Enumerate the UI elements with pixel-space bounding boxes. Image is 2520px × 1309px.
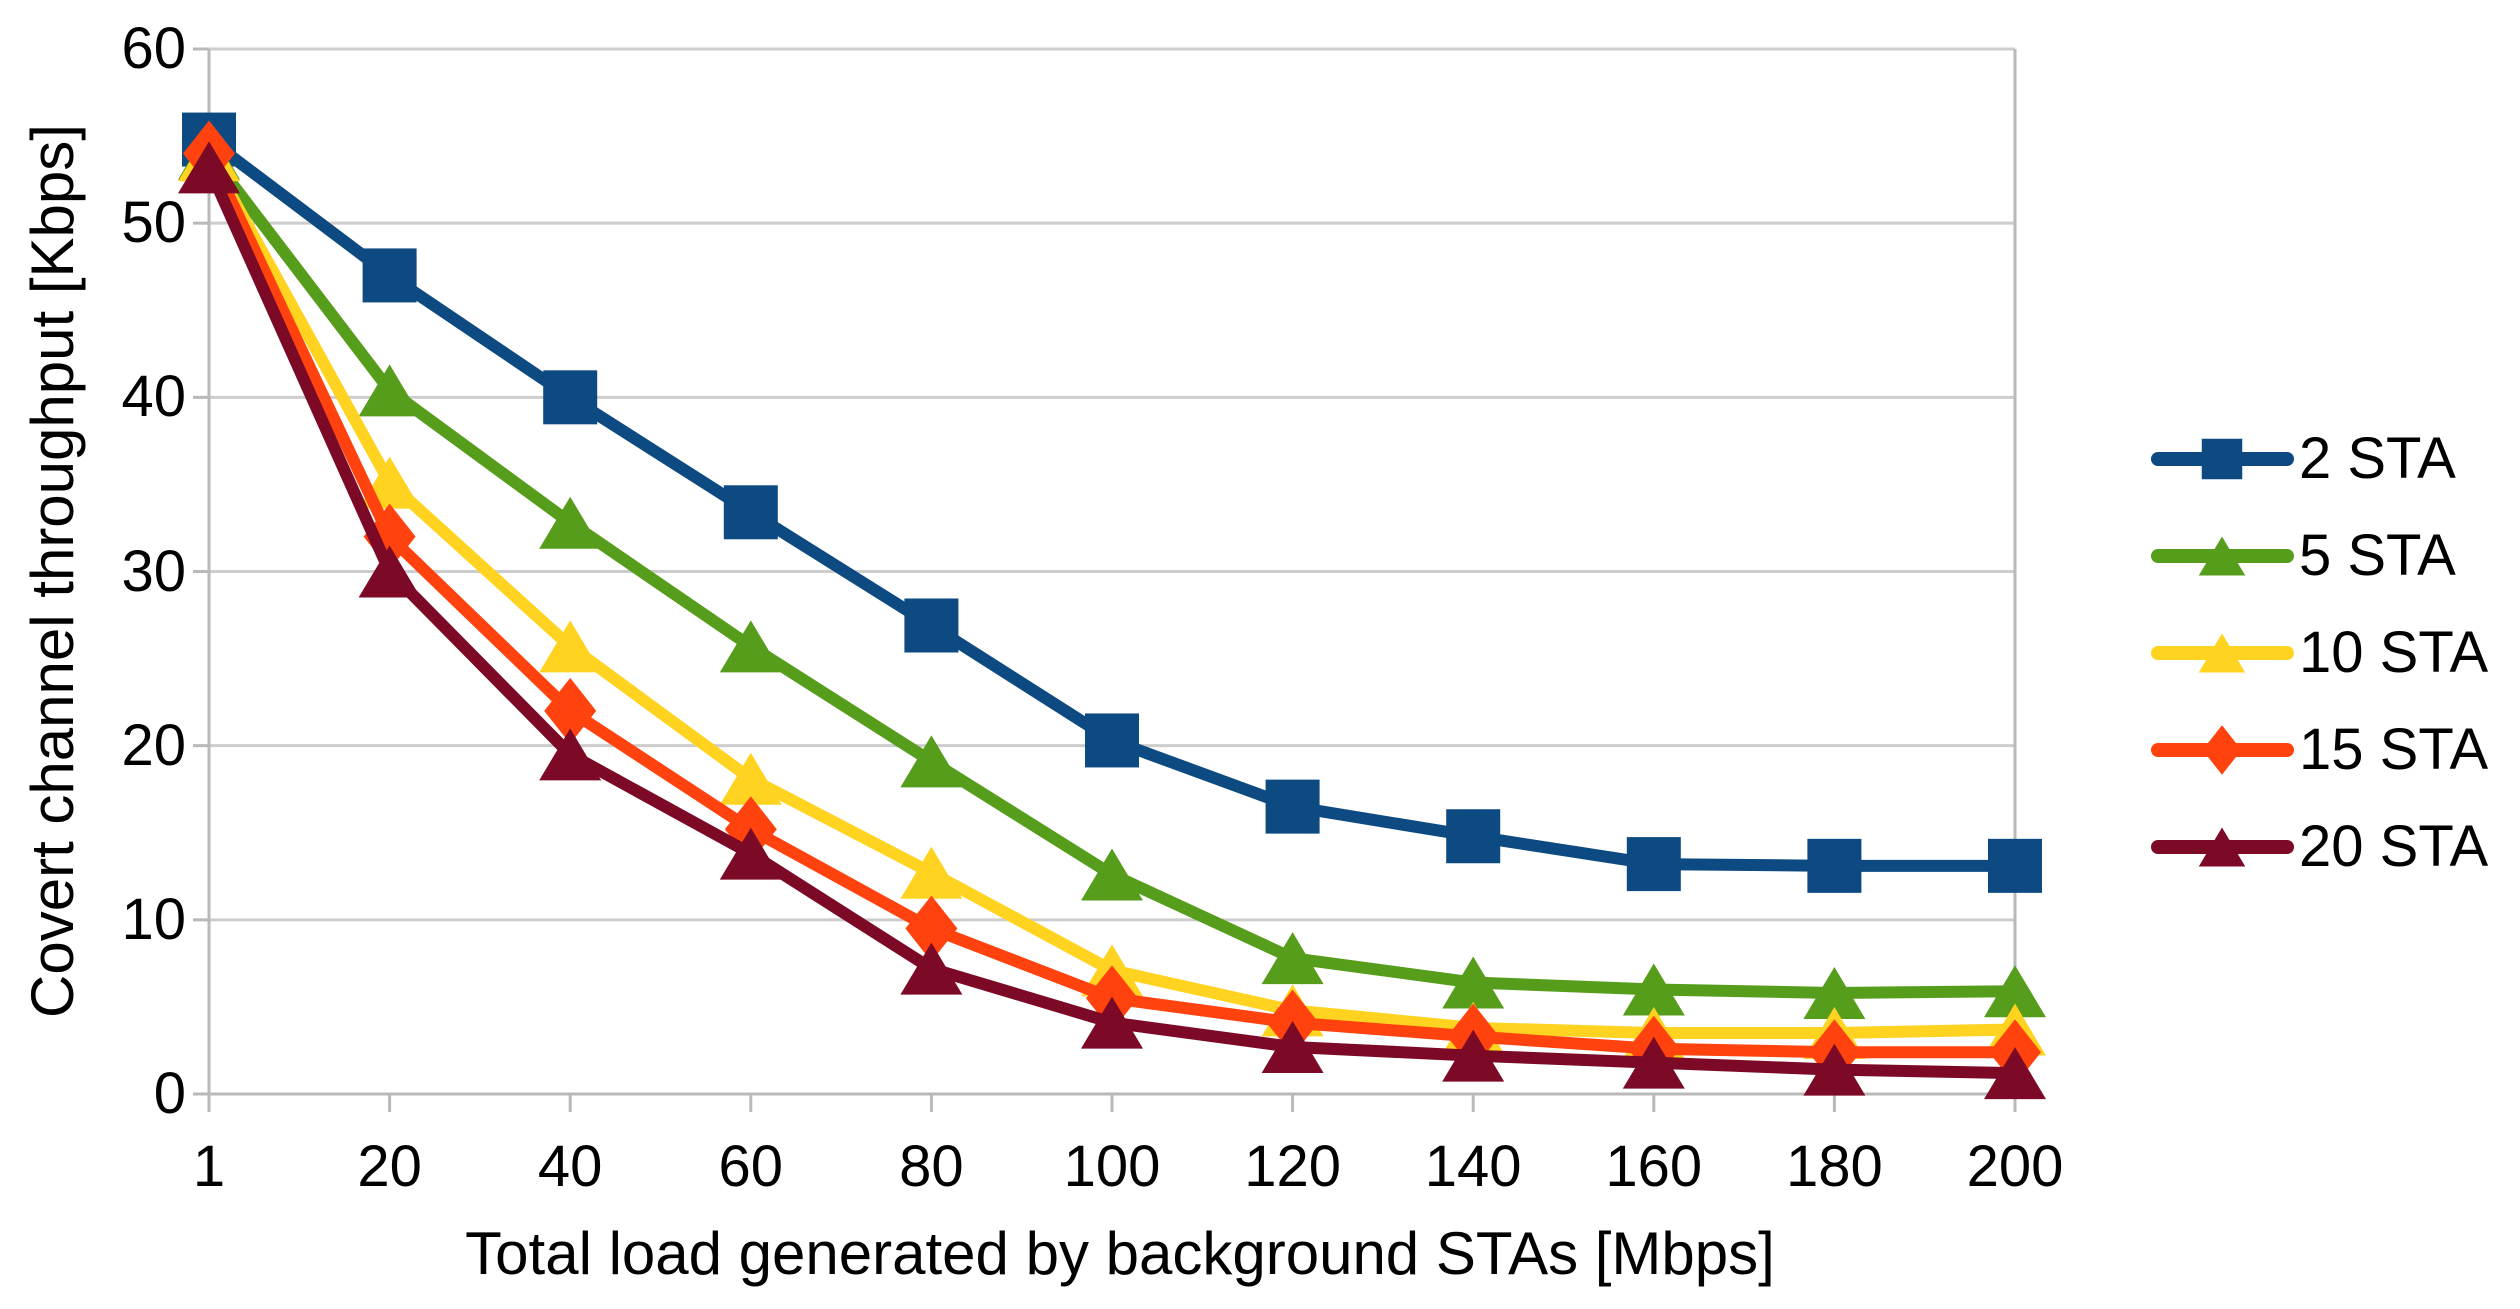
legend-marker-icon — [2151, 827, 2294, 866]
series-line-10-sta — [203, 149, 2021, 1040]
data-point-20-sta-160 — [1622, 1036, 1685, 1089]
data-point-20-sta-200 — [1984, 1047, 2046, 1100]
data-point-10-sta-40 — [539, 620, 602, 673]
legend-marker-icon — [2151, 536, 2294, 575]
data-point-20-sta-140 — [1442, 1029, 1505, 1082]
data-point-5-sta-60 — [719, 620, 782, 673]
data-point-5-sta-40 — [539, 496, 602, 549]
x-tick-label-160: 160 — [1605, 1134, 1703, 1199]
legend-label: 20 STA — [2299, 813, 2489, 879]
x-tick-label-120: 120 — [1244, 1134, 1341, 1199]
x-axis-title: Total load generated by background STAs … — [465, 1220, 1775, 1287]
y-tick-label-20: 20 — [121, 712, 186, 778]
legend-item-5-sta: 5 STA — [2150, 507, 2488, 604]
legend-label: 10 STA — [2299, 619, 2489, 685]
data-point-2-sta-200 — [1988, 838, 2042, 893]
y-tick-label-60: 60 — [121, 16, 186, 81]
data-point-5-sta-180 — [1803, 966, 1866, 1019]
legend-marker-icon — [2151, 724, 2294, 775]
legend-item-2-sta: 2 STA — [2150, 410, 2488, 507]
x-tick-label-80: 80 — [899, 1134, 964, 1199]
x-tick-label-140: 140 — [1424, 1134, 1522, 1199]
data-point-2-sta-140 — [1446, 809, 1501, 864]
data-point-20-sta-1 — [178, 141, 240, 194]
data-point-5-sta-120 — [1261, 932, 1324, 985]
legend-item-15-sta: 15 STA — [2150, 701, 2488, 798]
x-tick-label-40: 40 — [537, 1134, 603, 1199]
x-tick-label-20: 20 — [357, 1134, 422, 1199]
y-tick-label-50: 50 — [121, 190, 186, 256]
x-tick-label-1: 1 — [192, 1134, 226, 1199]
data-point-20-sta-100 — [1081, 996, 1143, 1049]
data-point-20-sta-40 — [539, 728, 602, 781]
legend-item-20-sta: 20 STA — [2150, 798, 2488, 895]
y-tick-label-30: 30 — [121, 538, 186, 604]
legend-marker-icon — [2151, 633, 2294, 672]
series-line-15-sta — [203, 147, 2021, 1059]
data-point-2-sta-60 — [723, 485, 778, 540]
data-point-20-sta-20 — [358, 545, 421, 598]
legend-marker-triangle — [2198, 536, 2246, 575]
legend-label: 5 STA — [2299, 522, 2456, 588]
data-point-5-sta-80 — [900, 735, 963, 788]
data-point-2-sta-20 — [362, 248, 417, 303]
data-point-5-sta-160 — [1622, 963, 1685, 1016]
data-point-15-sta-40 — [544, 677, 597, 744]
legend-marker-triangle — [2198, 827, 2246, 866]
x-tick-label-200: 200 — [1966, 1134, 2064, 1199]
legend-item-10-sta: 10 STA — [2150, 604, 2488, 701]
y-axis-title: Covert channel throughput [Kbps] — [19, 124, 86, 1018]
y-tick-label-40: 40 — [121, 364, 186, 430]
data-point-5-sta-140 — [1442, 956, 1505, 1009]
legend-marker-icon — [2151, 438, 2294, 479]
legend-marker-diamond — [2202, 724, 2242, 775]
x-tick-label-60: 60 — [718, 1134, 784, 1199]
data-point-5-sta-200 — [1984, 965, 2046, 1018]
data-point-5-sta-100 — [1081, 848, 1143, 901]
y-tick-label-10: 10 — [121, 886, 186, 952]
legend-label: 2 STA — [2299, 425, 2456, 491]
data-point-2-sta-100 — [1085, 713, 1139, 768]
legend-marker-triangle — [2198, 633, 2246, 672]
legend-marker-square — [2201, 438, 2243, 479]
data-point-20-sta-80 — [900, 942, 963, 995]
y-tick-label-0: 0 — [153, 1061, 186, 1126]
data-point-10-sta-80 — [900, 846, 963, 899]
data-point-10-sta-60 — [719, 752, 782, 805]
data-point-2-sta-120 — [1265, 779, 1320, 834]
data-point-2-sta-160 — [1626, 837, 1681, 892]
data-point-20-sta-120 — [1261, 1020, 1324, 1073]
x-tick-label-180: 180 — [1786, 1134, 1883, 1199]
data-point-2-sta-180 — [1807, 838, 1862, 893]
data-point-20-sta-60 — [719, 827, 782, 880]
data-point-5-sta-20 — [358, 364, 421, 417]
data-point-20-sta-180 — [1803, 1043, 1866, 1096]
legend-label: 15 STA — [2299, 716, 2489, 782]
x-tick-label-100: 100 — [1063, 1134, 1161, 1199]
data-point-2-sta-40 — [543, 370, 598, 425]
legend: 2 STA 5 STA 10 STA 15 STA 20 STA — [2150, 410, 2488, 895]
data-point-15-sta-80 — [905, 895, 958, 962]
data-point-2-sta-80 — [904, 598, 959, 653]
